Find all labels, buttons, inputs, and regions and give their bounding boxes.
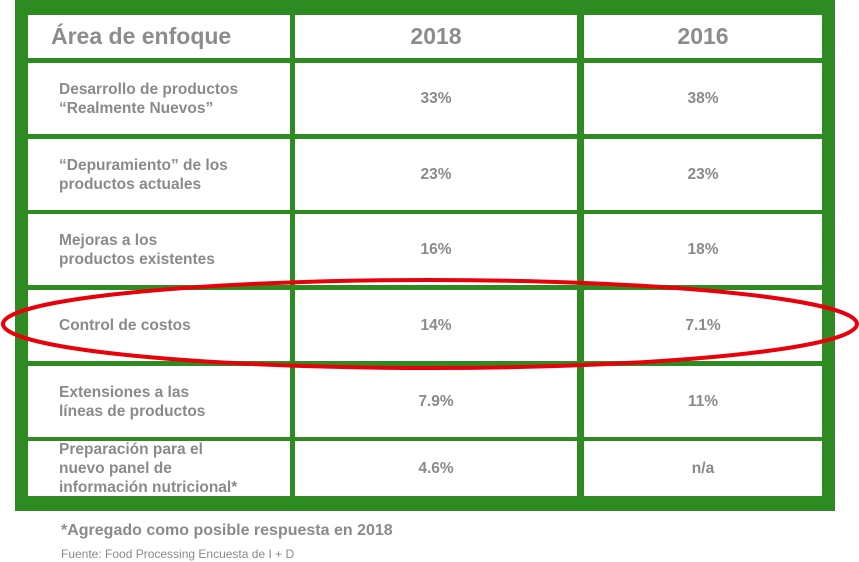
row-label-line: información nutricional* — [59, 479, 238, 496]
row-label-line: productos existentes — [59, 250, 215, 268]
cell-2018: 4.6% — [295, 441, 577, 496]
cell-2018: 16% — [295, 214, 577, 285]
row-label: Desarrollo de productos “Realmente Nuevos… — [28, 63, 290, 134]
row-label-line: “Depuramiento” de los — [59, 156, 228, 174]
row-label-text: Control de costos — [59, 316, 191, 335]
cell-2016: 23% — [584, 139, 822, 210]
row-label-line: líneas de productos — [59, 402, 206, 420]
row-label-text: Preparación para el nuevo panel de informa… — [59, 440, 237, 497]
cell-2016: 38% — [584, 63, 822, 134]
footnote: *Agregado como posible respuesta en 2018 — [61, 522, 393, 539]
row-label-line: “Realmente Nuevos” — [59, 99, 214, 117]
column-header-2018: 2018 — [295, 15, 577, 58]
row-label: Preparación para el nuevo panel de informa… — [28, 441, 290, 496]
row-label-text: Mejoras a los productos existentes — [59, 231, 215, 269]
cell-2018: 14% — [295, 290, 577, 361]
row-label-text: Extensiones a las líneas de productos — [59, 383, 205, 421]
source-note: Fuente: Food Processing Encuesta de I + … — [61, 547, 295, 561]
cell-2016: 7.1% — [584, 290, 822, 361]
row-label-line: Extensiones a las — [59, 383, 190, 401]
row-label: Extensiones a las líneas de productos — [28, 366, 290, 437]
row-label-line: Preparación para el — [59, 441, 203, 458]
row-label-line: Desarrollo de productos — [59, 80, 239, 98]
row-label-line: Mejoras a los — [59, 231, 158, 249]
cell-2016: 11% — [584, 366, 822, 437]
row-label-line: Control de costos — [59, 317, 191, 334]
column-header-area: Área de enfoque — [28, 15, 290, 58]
row-label: Mejoras a los productos existentes — [28, 214, 290, 285]
cell-2018: 33% — [295, 63, 577, 134]
cell-2016: n/a — [584, 441, 822, 496]
row-label-text: Desarrollo de productos “Realmente Nuevos… — [59, 80, 238, 118]
column-header-2016: 2016 — [584, 15, 822, 58]
row-label-line: nuevo panel de — [59, 460, 172, 477]
cell-2018: 23% — [295, 139, 577, 210]
cell-2016: 18% — [584, 214, 822, 285]
row-label: Control de costos — [28, 290, 290, 361]
row-label-text: “Depuramiento” de los productos actuales — [59, 156, 228, 194]
row-label-line: productos actuales — [59, 175, 202, 193]
cell-2018: 7.9% — [295, 366, 577, 437]
row-label: “Depuramiento” de los productos actuales — [28, 139, 290, 210]
